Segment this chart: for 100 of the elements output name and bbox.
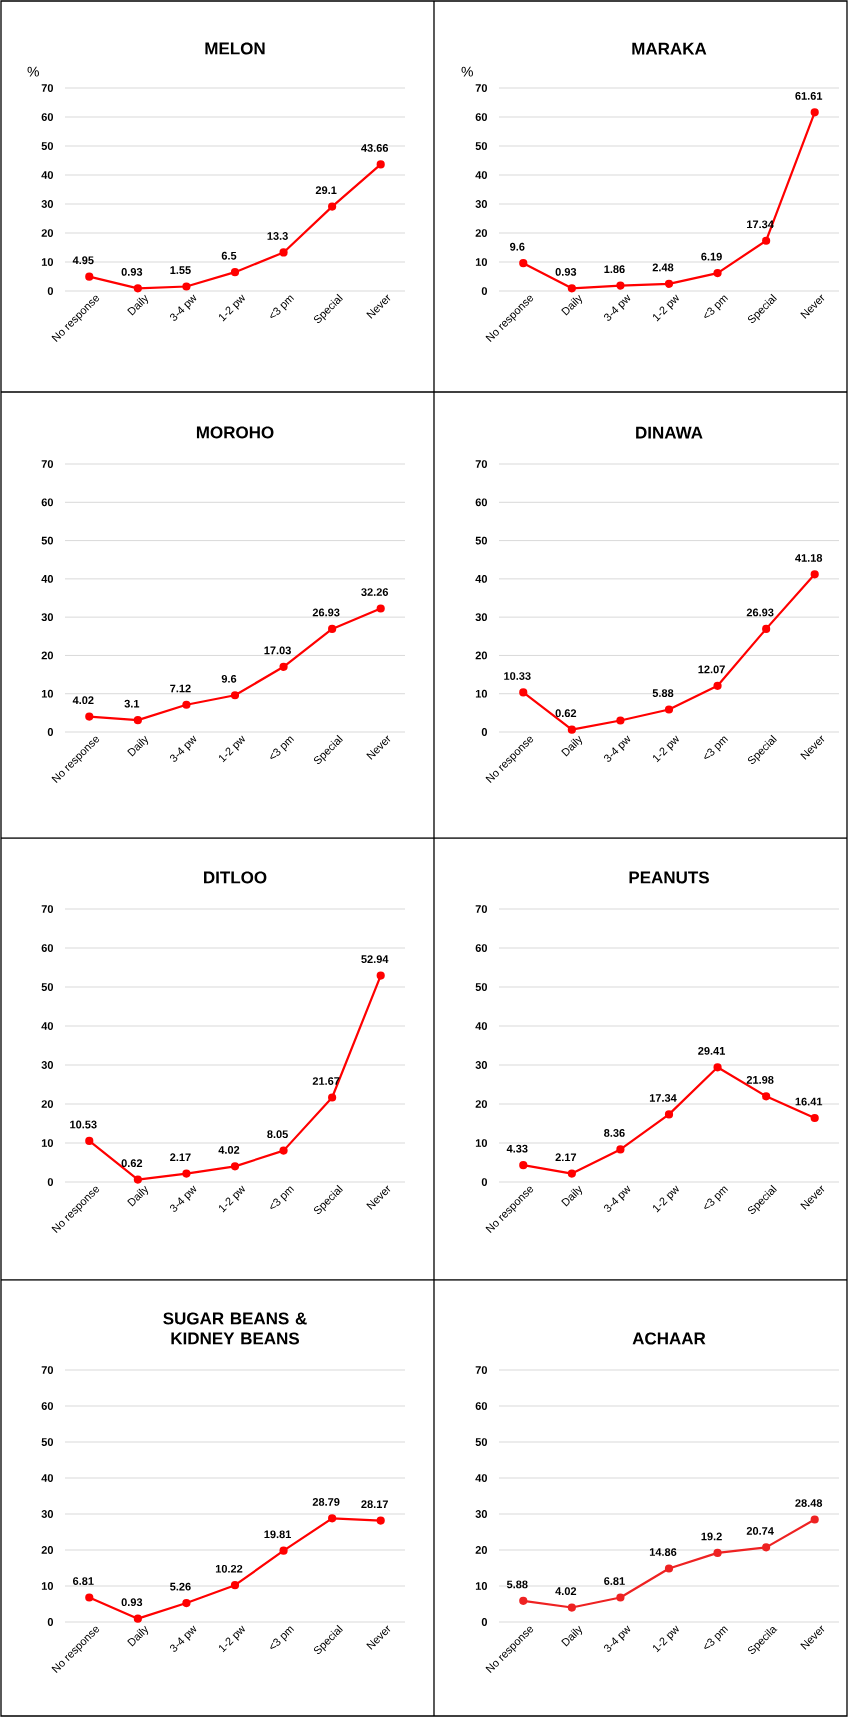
y-tick-label: 10 — [475, 1582, 488, 1590]
y-tick-label: 40 — [41, 574, 54, 583]
point — [85, 712, 94, 721]
x-tick-label: <3 pm — [704, 736, 729, 759]
y-tick-label: 0 — [47, 728, 54, 736]
point — [133, 1614, 142, 1623]
data-label: 5.88 — [652, 689, 674, 697]
x-tick-label: 1-2 pw — [652, 294, 679, 322]
point — [762, 236, 771, 245]
data-label: 4.33 — [506, 1144, 528, 1153]
chart-title: ACHAAR — [632, 1332, 706, 1345]
y-tick-label: 10 — [41, 1139, 54, 1147]
data-label: 9.6 — [510, 242, 525, 251]
y-tick-label: 0 — [481, 1178, 488, 1186]
point — [376, 971, 385, 980]
point — [713, 681, 722, 690]
y-tick-label: 70 — [41, 460, 54, 468]
point — [230, 691, 240, 700]
y-tick-label: 30 — [41, 1061, 54, 1069]
y-tick-label: 60 — [475, 1402, 488, 1410]
y-tick-label: 70 — [475, 84, 488, 92]
point — [616, 716, 625, 725]
y-tick-label: 60 — [41, 113, 54, 121]
chart-title: DITLOO — [204, 871, 267, 884]
y-tick-label: 10 — [41, 258, 54, 266]
data-label: 43.66 — [361, 144, 389, 152]
point — [376, 604, 385, 613]
data-label: 10.33 — [504, 672, 531, 680]
point — [810, 1113, 819, 1123]
data-label: 3.1 — [124, 699, 140, 708]
point — [230, 1162, 240, 1171]
point — [567, 284, 576, 293]
point — [279, 662, 288, 671]
y-tick-label: 10 — [475, 689, 488, 698]
data-label: 14.86 — [649, 1548, 677, 1556]
point — [376, 1516, 385, 1525]
data-label: 28.48 — [795, 1499, 823, 1507]
point — [230, 268, 240, 277]
data-label: 2.17 — [170, 1153, 191, 1162]
y-tick-label: 0 — [47, 1618, 54, 1626]
y-tick-label: 20 — [41, 1100, 54, 1108]
data-label: 5.26 — [170, 1582, 191, 1591]
y-tick-label: 20 — [475, 1546, 488, 1554]
point — [664, 279, 674, 288]
y-tick-label: 0 — [47, 287, 54, 295]
y-tick-label: 60 — [41, 1402, 54, 1410]
y-tick-label: 50 — [475, 1438, 488, 1446]
y-tick-label: 70 — [41, 905, 54, 913]
data-label: 6.81 — [604, 1577, 625, 1585]
point — [328, 624, 337, 634]
point — [133, 716, 142, 725]
point — [713, 268, 722, 278]
data-label: 29.1 — [315, 186, 337, 195]
y-tick-label: 10 — [475, 1139, 488, 1147]
data-label: 6.81 — [72, 1577, 94, 1585]
y-axis-title: % — [27, 66, 39, 77]
x-tick-label: 1-2 pw — [218, 735, 245, 763]
x-tick-label: <3 pm — [270, 295, 295, 318]
point — [664, 705, 674, 714]
chart-title: MARAKA — [632, 42, 707, 55]
data-label: 0.93 — [121, 267, 143, 276]
y-tick-label: 10 — [475, 258, 488, 266]
point — [328, 1514, 337, 1523]
y-axis-title: % — [461, 66, 473, 77]
point — [519, 1596, 528, 1605]
point — [85, 272, 94, 281]
y-tick-label: 40 — [475, 574, 488, 583]
y-tick-label: 50 — [41, 536, 54, 545]
point — [567, 1169, 576, 1178]
data-label: 28.79 — [312, 1498, 340, 1506]
y-tick-label: 30 — [41, 613, 54, 622]
point — [279, 1146, 288, 1155]
data-label: 52.94 — [361, 955, 389, 964]
y-tick-label: 70 — [41, 84, 54, 92]
y-tick-label: 70 — [41, 1366, 54, 1374]
data-label: 10.22 — [215, 1564, 243, 1573]
x-tick-label: 3-4 pw — [170, 294, 197, 321]
point — [664, 1110, 674, 1119]
point — [713, 1063, 722, 1072]
data-label: 1.55 — [170, 266, 191, 274]
x-tick-label: 3-4 pw — [604, 294, 631, 321]
point — [616, 1593, 625, 1602]
point — [519, 259, 528, 268]
point — [182, 700, 191, 709]
data-label: 21.98 — [746, 1075, 774, 1084]
data-label: 28.17 — [361, 1500, 388, 1509]
point — [762, 1092, 771, 1101]
y-tick-label: 70 — [475, 460, 488, 468]
data-label: 4.02 — [218, 1146, 240, 1154]
data-label: 41.18 — [795, 554, 823, 562]
x-tick-label: 3-4 pw — [170, 1625, 197, 1652]
data-label: 8.36 — [604, 1129, 625, 1137]
point — [182, 1169, 191, 1178]
y-tick-label: 20 — [41, 229, 54, 237]
y-tick-label: 20 — [475, 651, 488, 660]
data-label: 6.5 — [221, 251, 237, 260]
point — [762, 624, 771, 634]
data-label: 4.02 — [72, 696, 94, 705]
x-tick-label: <3 pm — [270, 736, 295, 759]
point — [376, 160, 385, 169]
